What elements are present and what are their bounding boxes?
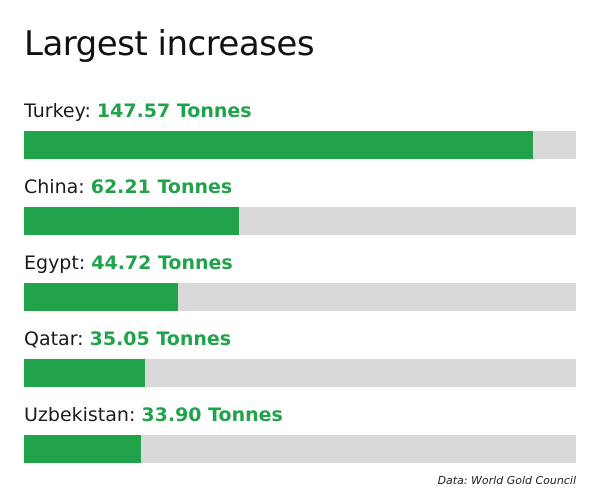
bar-row: China: 62.21 Tonnes [24, 174, 576, 250]
value-label: 147.57 Tonnes [96, 100, 252, 122]
category-label: China [24, 176, 79, 198]
bar-list: Turkey: 147.57 Tonnes China: 62.21 Tonnes… [24, 98, 576, 478]
bar-label-line: Turkey: 147.57 Tonnes [24, 100, 252, 122]
value-label: 35.05 Tonnes [89, 328, 232, 350]
bar-row: Uzbekistan: 33.90 Tonnes [24, 402, 576, 478]
source-note: Data: World Gold Council [437, 474, 576, 487]
bar-fill [24, 207, 239, 235]
bar-row: Qatar: 35.05 Tonnes [24, 326, 576, 402]
value-label: 62.21 Tonnes [90, 176, 233, 198]
bar-label-line: Qatar: 35.05 Tonnes [24, 328, 232, 350]
value-label: 44.72 Tonnes [91, 252, 233, 274]
bar-label-line: China: 62.21 Tonnes [24, 176, 233, 198]
bar-track [24, 283, 576, 311]
bar-row: Turkey: 147.57 Tonnes [24, 98, 576, 174]
value-label: 33.90 Tonnes [141, 404, 283, 426]
chart-title: Largest increases [24, 24, 315, 64]
bar-track [24, 435, 576, 463]
category-label: Turkey [24, 100, 85, 122]
category-label: Uzbekistan [24, 404, 129, 426]
bar-label-line: Egypt: 44.72 Tonnes [24, 252, 233, 274]
category-label: Qatar [24, 328, 78, 350]
bar-track [24, 131, 576, 159]
bar-fill [24, 435, 141, 463]
bar-row: Egypt: 44.72 Tonnes [24, 250, 576, 326]
bar-fill [24, 283, 179, 311]
category-label: Egypt [24, 252, 79, 274]
bar-track [24, 359, 576, 387]
bar-fill [24, 359, 145, 387]
bar-fill [24, 131, 534, 159]
bar-track [24, 207, 576, 235]
bar-label-line: Uzbekistan: 33.90 Tonnes [24, 404, 283, 426]
